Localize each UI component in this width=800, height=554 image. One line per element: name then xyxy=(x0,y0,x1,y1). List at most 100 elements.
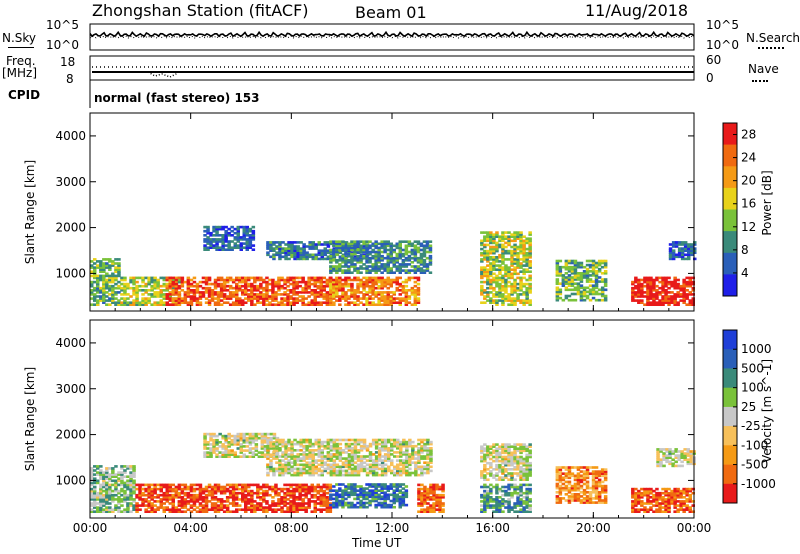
power-cell xyxy=(510,299,514,302)
power-cell xyxy=(413,301,418,304)
power-cell xyxy=(687,243,691,246)
velocity-cell xyxy=(353,440,358,444)
velocity-cell xyxy=(228,485,233,489)
power-cell xyxy=(212,229,216,233)
power-cell xyxy=(480,241,484,245)
power-cell xyxy=(93,280,97,284)
power-cell xyxy=(235,299,239,302)
power-cell xyxy=(123,278,127,282)
velocity-cell xyxy=(298,487,302,491)
velocity-cell xyxy=(186,485,191,489)
power-cell xyxy=(338,246,342,250)
velocity-cell xyxy=(99,500,103,503)
velocity-cell xyxy=(275,467,279,471)
power-cell xyxy=(259,301,263,304)
velocity-cell xyxy=(251,453,256,456)
velocity-cell xyxy=(362,469,367,473)
power-cell xyxy=(688,301,692,304)
power-cell xyxy=(483,289,487,292)
velocity-cell xyxy=(338,499,342,503)
power-cell xyxy=(99,260,103,263)
velocity-cell xyxy=(129,467,133,470)
power-cell xyxy=(132,276,136,280)
power-cell xyxy=(585,270,590,273)
power-cell xyxy=(594,284,599,287)
power-cell xyxy=(274,295,278,298)
power-cell xyxy=(350,301,354,304)
velocity-cell xyxy=(323,444,327,448)
velocity-cell xyxy=(390,461,394,464)
power-cell xyxy=(419,254,424,258)
power-cell xyxy=(658,280,662,284)
power-cell xyxy=(591,288,596,292)
velocity-cell xyxy=(239,438,243,442)
power-cell xyxy=(186,284,191,288)
power-cell xyxy=(365,250,369,254)
power-cell xyxy=(631,297,635,300)
velocity-cell xyxy=(105,471,109,474)
velocity-cell xyxy=(93,473,97,476)
power-cell xyxy=(356,291,360,294)
velocity-cell xyxy=(371,493,375,497)
velocity-cell xyxy=(247,493,251,497)
power-cell xyxy=(513,297,517,300)
velocity-cell xyxy=(368,453,373,456)
power-cell xyxy=(186,276,191,280)
power-cell xyxy=(501,251,505,255)
power-cell xyxy=(219,276,224,280)
power-cell xyxy=(401,297,406,300)
power-cell xyxy=(416,267,421,270)
power-cell xyxy=(425,269,430,272)
velocity-cell xyxy=(132,487,136,491)
power-cell xyxy=(582,270,587,273)
velocity-cell xyxy=(344,451,349,454)
power-cell xyxy=(407,263,412,266)
power-cell xyxy=(480,274,484,278)
power-cell xyxy=(350,248,354,252)
velocity-cell xyxy=(383,449,388,452)
power-cell xyxy=(332,248,336,252)
velocity-cell xyxy=(221,455,225,458)
power-cell xyxy=(138,276,142,280)
power-cell xyxy=(198,301,203,304)
power-cell xyxy=(316,303,320,306)
velocity-cell xyxy=(383,505,387,509)
power-cell xyxy=(404,252,409,256)
power-cell xyxy=(640,286,644,290)
velocity-cell xyxy=(414,457,418,460)
power-cell xyxy=(230,246,234,249)
power-cell xyxy=(652,280,656,284)
power-cell xyxy=(386,297,390,300)
power-cell xyxy=(486,249,490,253)
power-cell xyxy=(368,252,372,256)
power-cell xyxy=(507,270,511,273)
power-cell xyxy=(492,256,496,259)
velocity-cell xyxy=(301,485,305,489)
velocity-cell xyxy=(165,491,169,495)
velocity-cell xyxy=(347,444,352,448)
velocity-cell xyxy=(383,501,387,505)
power-cell xyxy=(235,301,239,304)
power-cell xyxy=(401,280,406,284)
velocity-cell xyxy=(227,443,231,446)
velocity-cell xyxy=(189,483,194,487)
power-cell xyxy=(96,299,100,302)
velocity-cell xyxy=(102,473,106,476)
power-cell xyxy=(501,253,505,257)
power-cell xyxy=(504,268,508,271)
velocity-cell xyxy=(308,473,312,477)
power-cell xyxy=(192,299,197,302)
power-cell xyxy=(93,274,97,278)
power-cell xyxy=(498,295,502,298)
power-cell xyxy=(516,276,520,280)
power-cell xyxy=(359,280,363,284)
velocity-cell xyxy=(212,449,216,452)
power-cell xyxy=(522,272,526,276)
velocity-cell xyxy=(387,465,391,469)
power-cell xyxy=(341,265,345,268)
velocity-cell xyxy=(408,471,412,475)
power-cell xyxy=(691,297,695,300)
power-cell xyxy=(203,234,207,237)
power-cell xyxy=(501,237,505,240)
velocity-cell xyxy=(209,453,213,456)
